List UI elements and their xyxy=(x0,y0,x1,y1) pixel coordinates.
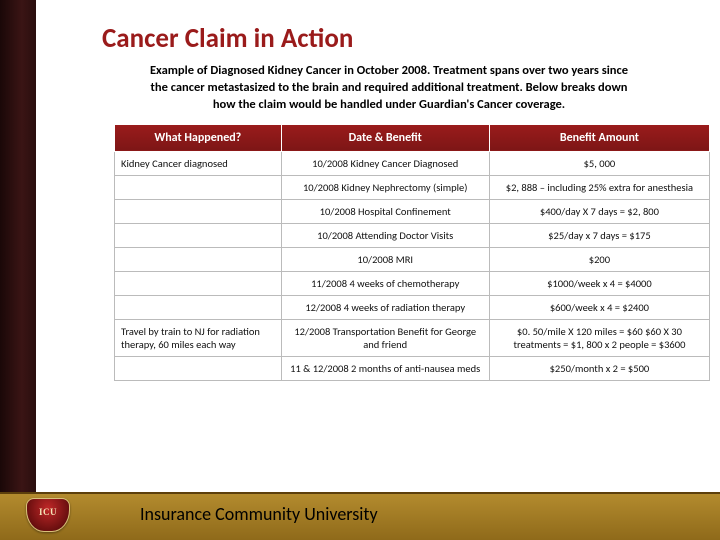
cell-amount: $200 xyxy=(489,247,709,271)
table-row: 10/2008 Attending Doctor Visits $25/day … xyxy=(115,223,710,247)
slide-content: Cancer Claim in Action Example of Diagno… xyxy=(36,0,720,540)
logo-badge: ICU xyxy=(26,498,74,534)
cell-date: 10/2008 MRI xyxy=(281,247,489,271)
table-row: Kidney Cancer diagnosed 10/2008 Kidney C… xyxy=(115,151,710,175)
table-row: 11 & 12/2008 2 months of anti-nausea med… xyxy=(115,356,710,380)
cell-date: 10/2008 Attending Doctor Visits xyxy=(281,223,489,247)
cell-amount: $250/month x 2 = $500 xyxy=(489,356,709,380)
table-row: 10/2008 Kidney Nephrectomy (simple) $2, … xyxy=(115,175,710,199)
cell-what xyxy=(115,247,282,271)
cell-amount: $1000/week x 4 = $4000 xyxy=(489,271,709,295)
cell-amount: $600/week x 4 = $2400 xyxy=(489,295,709,319)
cell-what: Kidney Cancer diagnosed xyxy=(115,151,282,175)
col-header-date: Date & Benefit xyxy=(281,124,489,151)
cell-what xyxy=(115,295,282,319)
cell-what xyxy=(115,356,282,380)
cell-what: Travel by train to NJ for radiation ther… xyxy=(115,319,282,356)
logo-text: ICU xyxy=(27,507,69,517)
footer-org-name: Insurance Community University xyxy=(140,503,378,525)
cell-date: 12/2008 Transportation Benefit for Georg… xyxy=(281,319,489,356)
cell-what xyxy=(115,271,282,295)
table-row: 10/2008 Hospital Confinement $400/day X … xyxy=(115,199,710,223)
shield-icon: ICU xyxy=(26,498,70,532)
cell-date: 12/2008 4 weeks of radiation therapy xyxy=(281,295,489,319)
cell-date: 10/2008 Hospital Confinement xyxy=(281,199,489,223)
cell-date: 11/2008 4 weeks of chemotherapy xyxy=(281,271,489,295)
slide-title: Cancer Claim in Action xyxy=(36,0,720,61)
intro-paragraph: Example of Diagnosed Kidney Cancer in Oc… xyxy=(36,61,720,124)
col-header-amount: Benefit Amount xyxy=(489,124,709,151)
col-header-what: What Happened? xyxy=(115,124,282,151)
table-container: What Happened? Date & Benefit Benefit Am… xyxy=(36,124,720,381)
table-row: 12/2008 4 weeks of radiation therapy $60… xyxy=(115,295,710,319)
cell-what xyxy=(115,199,282,223)
cell-date: 10/2008 Kidney Nephrectomy (simple) xyxy=(281,175,489,199)
claim-table: What Happened? Date & Benefit Benefit Am… xyxy=(114,124,710,381)
table-row: Travel by train to NJ for radiation ther… xyxy=(115,319,710,356)
cell-what xyxy=(115,175,282,199)
cell-date: 11 & 12/2008 2 months of anti-nausea med… xyxy=(281,356,489,380)
cell-amount: $0. 50/mile X 120 miles = $60 $60 X 30 t… xyxy=(489,319,709,356)
cell-what xyxy=(115,223,282,247)
header-row: What Happened? Date & Benefit Benefit Am… xyxy=(115,124,710,151)
table-row: 11/2008 4 weeks of chemotherapy $1000/we… xyxy=(115,271,710,295)
cell-date: 10/2008 Kidney Cancer Diagnosed xyxy=(281,151,489,175)
cell-amount: $2, 888 – including 25% extra for anesth… xyxy=(489,175,709,199)
left-sidebar xyxy=(0,0,36,540)
cell-amount: $25/day x 7 days = $175 xyxy=(489,223,709,247)
cell-amount: $5, 000 xyxy=(489,151,709,175)
cell-amount: $400/day X 7 days = $2, 800 xyxy=(489,199,709,223)
table-row: 10/2008 MRI $200 xyxy=(115,247,710,271)
